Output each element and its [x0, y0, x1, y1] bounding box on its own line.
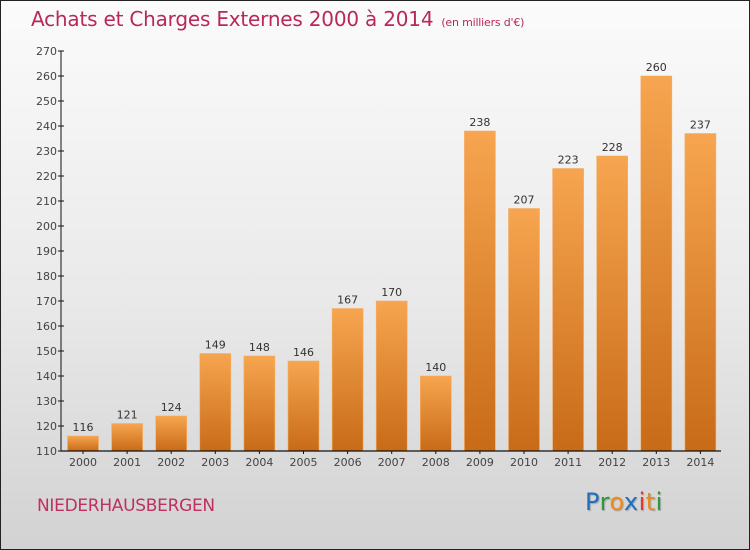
chart-title: Achats et Charges Externes 2000 à 2014 (e… — [31, 7, 524, 31]
bar-2011 — [552, 168, 584, 452]
logo-letter: o — [609, 488, 624, 516]
x-axis: 2000 2001 2002 2003 2004 2005 2006 2007 2008 2009… — [61, 450, 721, 469]
x-tick-label: 2006 — [334, 456, 362, 469]
y-tick-label: 130 — [36, 395, 57, 408]
bar-2007 — [375, 300, 408, 452]
x-tick-label: 2004 — [245, 456, 273, 469]
value-label: 207 — [514, 194, 535, 207]
y-tick-label: 260 — [36, 70, 57, 83]
y-tick-label: 220 — [36, 170, 57, 183]
x-tick-label: 2007 — [378, 456, 406, 469]
bar-2000 — [67, 435, 99, 452]
unit-label: (en milliers d'€) — [441, 16, 525, 29]
proxiti-logo[interactable]: Proxiti — [585, 488, 663, 516]
y-tick-label: 200 — [36, 220, 57, 233]
value-label: 148 — [249, 341, 270, 354]
value-label: 238 — [469, 116, 490, 129]
value-label: 116 — [73, 421, 94, 434]
x-tick-label: 2003 — [201, 456, 229, 469]
logo-letter: i — [655, 488, 663, 516]
x-tick-label: 2001 — [113, 456, 141, 469]
value-label: 146 — [293, 346, 314, 359]
x-tick-label: 2005 — [290, 456, 318, 469]
title-text: Achats et Charges Externes 2000 à 2014 — [31, 7, 434, 31]
value-label: 228 — [602, 141, 623, 154]
x-tick-label: 2008 — [422, 456, 450, 469]
y-tick-label: 240 — [36, 120, 57, 133]
y-tick-label: 140 — [36, 370, 57, 383]
x-tick-label: 2010 — [510, 456, 538, 469]
logo-letter: t — [645, 488, 656, 516]
y-tick-label: 170 — [36, 295, 57, 308]
bar-2010 — [508, 208, 540, 452]
bar-2005 — [287, 360, 320, 452]
y-tick-label: 160 — [36, 320, 57, 333]
x-tick-label: 2014 — [686, 456, 714, 469]
x-tick-label: 2009 — [466, 456, 494, 469]
value-label: 121 — [117, 409, 138, 422]
bar-2001 — [111, 423, 143, 452]
y-axis: 110 120 130 140 150 160 170 180 190 200 210 220 230 2… — [36, 45, 64, 458]
y-tick-label: 190 — [36, 245, 57, 258]
bars: 116 121 124 149 148 146 167 170 140 238 207 223 228 2… — [67, 61, 717, 452]
x-tick-label: 2000 — [69, 456, 97, 469]
y-tick-label: 180 — [36, 270, 57, 283]
bar-2012 — [596, 155, 629, 452]
x-tick-label: 2011 — [554, 456, 582, 469]
value-label: 140 — [425, 361, 446, 374]
value-label: 260 — [646, 61, 667, 74]
value-label: 124 — [161, 401, 182, 414]
value-label: 237 — [690, 119, 711, 132]
value-label: 223 — [558, 154, 579, 167]
bar-2013 — [640, 75, 673, 452]
logo-letter: r — [599, 488, 610, 516]
y-tick-label: 120 — [36, 420, 57, 433]
y-tick-label: 250 — [36, 95, 57, 108]
value-label: 170 — [381, 286, 402, 299]
y-tick-label: 270 — [36, 45, 57, 58]
y-tick-label: 110 — [36, 445, 57, 458]
bar-chart: 110 120 130 140 150 160 170 180 190 200 210 220 230 2… — [36, 45, 721, 469]
y-tick-label: 230 — [36, 145, 57, 158]
x-tick-label: 2012 — [598, 456, 626, 469]
bar-2006 — [331, 308, 364, 452]
bar-2004 — [243, 355, 276, 452]
y-tick-label: 150 — [36, 345, 57, 358]
bar-2008 — [419, 375, 452, 452]
value-label: 149 — [205, 339, 226, 352]
value-label: 167 — [337, 294, 358, 307]
bar-2003 — [199, 353, 232, 452]
commune-name: NIEDERHAUSBERGEN — [37, 496, 215, 516]
logo-letter: P — [585, 488, 600, 516]
x-tick-label: 2002 — [157, 456, 185, 469]
logo-letter: x — [623, 488, 639, 516]
x-tick-label: 2013 — [642, 456, 670, 469]
y-tick-label: 210 — [36, 195, 57, 208]
bar-2002 — [155, 415, 187, 452]
bar-2009 — [464, 130, 496, 452]
logo-letter: i — [638, 488, 646, 516]
bar-2014 — [684, 133, 717, 452]
